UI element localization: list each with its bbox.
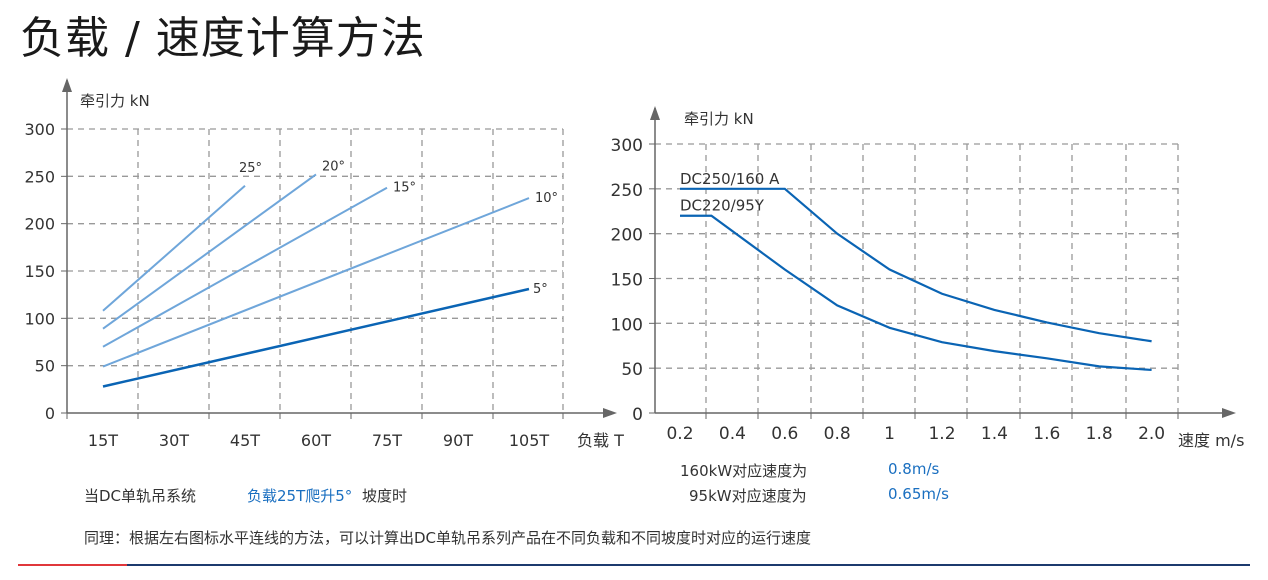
x-axis-arrow (603, 408, 617, 418)
x-tick-label: 2.0 (1138, 424, 1165, 444)
x-tick-label: 0.8 (824, 424, 851, 444)
x-tick-label: 105T (509, 431, 550, 450)
x-tick-label: 1.2 (928, 424, 955, 444)
series-label: DC250/160 A (680, 170, 780, 188)
y-tick-label: 200 (24, 215, 55, 234)
footer-accent-red (18, 564, 127, 566)
x-tick-label: 60T (301, 431, 331, 450)
speed1-label: 160kW对应速度为 (680, 462, 808, 480)
series-line-2 (680, 214, 1152, 372)
y-axis-label: 牵引力 kN (684, 110, 754, 128)
y-tick-label: 200 (611, 226, 643, 246)
x-tick-label: 0.2 (666, 424, 693, 444)
x-tick-label: 0.6 (771, 424, 798, 444)
series-line-3 (102, 186, 388, 348)
y-tick-label: 50 (35, 357, 55, 376)
series-label: 25° (239, 161, 262, 176)
x-tick-label: 0.4 (719, 424, 746, 444)
series-line-5 (102, 287, 530, 388)
x-tick-label: 15T (88, 431, 118, 450)
series-line-4 (102, 197, 530, 368)
y-tick-label: 150 (611, 271, 643, 291)
x-tick-label: 1.6 (1033, 424, 1060, 444)
y-tick-label: 300 (611, 136, 643, 156)
x-tick-label: 45T (230, 431, 260, 450)
y-tick-label: 50 (621, 360, 643, 380)
series-label: 10° (535, 191, 558, 206)
note-left-highlight: 负载25T爬升5° (247, 487, 353, 505)
summary-text: 同理：根据左右图标水平连线的方法，可以计算出DC单轨吊系列产品在不同负载和不同坡… (84, 529, 812, 547)
footer-accent-navy (127, 564, 1250, 566)
x-axis-label: 速度 m/s (1178, 431, 1244, 450)
y-tick-label: 0 (45, 404, 55, 423)
y-axis-arrow (650, 106, 660, 120)
series-label: 20° (322, 159, 345, 174)
x-tick-label: 30T (159, 431, 189, 450)
y-axis-arrow (62, 78, 72, 92)
y-tick-label: 100 (24, 309, 55, 328)
y-tick-label: 250 (611, 181, 643, 201)
speed1-value: 0.8m/s (888, 460, 940, 478)
x-axis-label: 负载 T (577, 431, 624, 450)
x-axis-arrow (1222, 408, 1236, 418)
series-line-1 (680, 187, 1152, 343)
speed2-label: 95kW对应速度为 (689, 487, 807, 505)
x-tick-label: 1.8 (1086, 424, 1113, 444)
page-title: 负载 / 速度计算方法 (20, 13, 426, 64)
note-left-prefix: 当DC单轨吊系统 (84, 487, 197, 505)
y-tick-label: 300 (24, 120, 55, 139)
y-tick-label: 100 (611, 315, 643, 335)
series-label: DC220/95Y (680, 197, 765, 215)
y-tick-label: 250 (24, 167, 55, 186)
x-tick-label: 90T (443, 431, 473, 450)
note-left-suffix: 坡度时 (362, 487, 408, 505)
series-label: 15° (393, 181, 416, 196)
speed2-value: 0.65m/s (888, 485, 949, 503)
x-tick-label: 1.4 (981, 424, 1008, 444)
y-axis-label: 牵引力 kN (80, 92, 150, 110)
series-line-1 (102, 185, 246, 312)
series-label: 5° (533, 282, 548, 297)
series-line-2 (102, 173, 317, 330)
x-tick-label: 75T (372, 431, 402, 450)
y-tick-label: 0 (632, 405, 643, 425)
y-tick-label: 150 (24, 262, 55, 281)
x-tick-label: 1 (884, 424, 895, 444)
